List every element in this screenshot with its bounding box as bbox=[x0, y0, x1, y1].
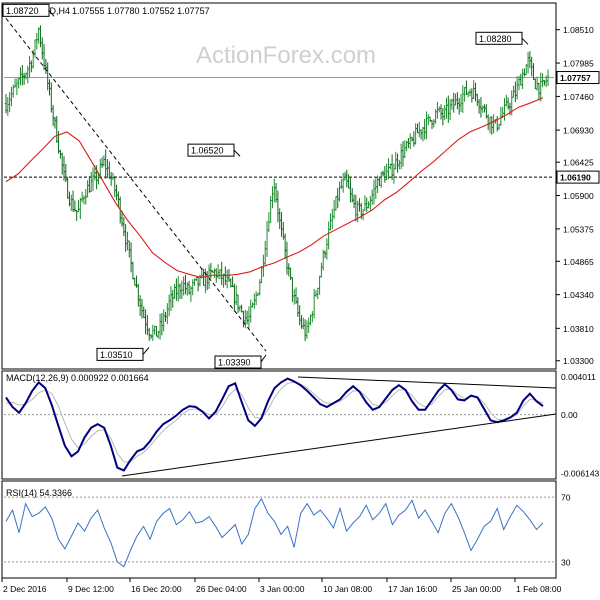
macd-lines bbox=[5, 377, 544, 472]
price-panel bbox=[1, 2, 557, 370]
annotation-label: 1.06520 bbox=[191, 146, 224, 156]
rsi-series-line bbox=[5, 497, 544, 568]
price-tick-label: 1.05900 bbox=[563, 191, 594, 201]
macd-resistance-trendline bbox=[297, 376, 557, 389]
tag-label: 1.06190 bbox=[560, 173, 591, 183]
x-tick-label: 25 Jan 00:00 bbox=[452, 584, 501, 594]
downtrend-line bbox=[5, 18, 267, 352]
x-axis: 2 Dec 2016 9 Dec 12:00 16 Dec 20:00 26 Dec … bbox=[1, 578, 562, 594]
x-tick-label: 26 Dec 04:00 bbox=[196, 584, 247, 594]
annotation-leader bbox=[521, 37, 529, 45]
macd-line bbox=[5, 377, 544, 472]
macd-support-trendline bbox=[121, 413, 557, 477]
rsi-tick-label: 70 bbox=[561, 493, 571, 503]
annotation-box bbox=[96, 347, 144, 361]
rsi-line bbox=[5, 497, 544, 568]
price-tick-label: 1.06425 bbox=[563, 158, 594, 168]
price-axis: 1.08510 1.07985 1.07460 1.06930 1.06425 1.059… bbox=[556, 25, 594, 366]
price-tick-label: 1.08510 bbox=[563, 25, 594, 35]
x-tick-label: 16 Dec 20:00 bbox=[131, 584, 182, 594]
annotation-label: 1.03510 bbox=[100, 350, 133, 360]
price-tick-label: 1.07460 bbox=[563, 92, 594, 102]
macd-panel bbox=[1, 370, 557, 480]
macd-tick-label: 0.004011 bbox=[561, 372, 596, 382]
price-annotation: 1.03510 bbox=[96, 347, 150, 361]
annotation-box bbox=[475, 31, 523, 45]
x-tick-label: 17 Jan 16:00 bbox=[388, 584, 437, 594]
price-annotation: 1.06520 bbox=[187, 143, 241, 157]
price-tick-label: 1.03810 bbox=[563, 324, 594, 334]
price-annotation: 1.08720 bbox=[2, 3, 55, 17]
macd-tick-label: -0.006143 bbox=[561, 468, 600, 478]
watermark: ActionForex.com bbox=[196, 42, 376, 69]
price-bar bbox=[546, 69, 550, 87]
x-tick-label: 10 Jan 08:00 bbox=[323, 584, 372, 594]
rsi-tick-label: 30 bbox=[561, 557, 571, 567]
macd-axis: 0.004011 0.00 -0.006143 bbox=[4, 372, 600, 478]
price-tick-label: 1.05375 bbox=[563, 224, 594, 234]
price-tick-label: 1.04865 bbox=[563, 257, 594, 267]
ohlc-header: 1.07555 1.07780 1.07552 1.07757 bbox=[72, 6, 210, 16]
x-tick-label: 9 Dec 12:00 bbox=[68, 584, 114, 594]
annotation-box bbox=[214, 355, 262, 369]
x-tick-label: 3 Jan 00:00 bbox=[260, 584, 305, 594]
price-tick-label: 1.04340 bbox=[563, 290, 594, 300]
tag-label: 1.07757 bbox=[560, 73, 591, 83]
macd-tick-label: 0.00 bbox=[561, 410, 578, 420]
rsi-axis: 70 30 bbox=[4, 493, 571, 567]
tag-box bbox=[556, 71, 600, 85]
macd-trendlines bbox=[121, 376, 557, 477]
annotation-label: 1.03390 bbox=[218, 358, 251, 368]
sma-line bbox=[5, 97, 544, 279]
price-bars bbox=[4, 25, 550, 342]
support-level-tag: 1.06190 bbox=[556, 170, 600, 184]
price-tick-label: 1.03300 bbox=[563, 356, 594, 366]
macd-title: MACD(12,26,9) 0.000922 0.001664 bbox=[6, 373, 149, 383]
price-levels bbox=[4, 77, 554, 178]
annotation-box bbox=[187, 143, 235, 157]
annotation-label: 1.08280 bbox=[479, 34, 512, 44]
annotation-leader bbox=[142, 347, 150, 355]
annotation-leader bbox=[233, 149, 241, 157]
rsi-title: RSI(14) 54.3366 bbox=[6, 488, 72, 498]
annotation-leader bbox=[48, 10, 55, 17]
annotation-label: 1.08720 bbox=[6, 6, 39, 16]
tag-box bbox=[556, 170, 600, 184]
x-tick-label: 2 Dec 2016 bbox=[3, 584, 47, 594]
trendlines bbox=[5, 18, 267, 352]
price-tick-label: 1.06930 bbox=[563, 126, 594, 136]
price-tick-label: 1.07985 bbox=[563, 59, 594, 69]
price-annotation: 1.08280 bbox=[475, 31, 529, 45]
signal-line bbox=[5, 381, 544, 463]
annotation-leader bbox=[260, 354, 267, 363]
price-tags: 1.07757 1.06190 bbox=[556, 71, 600, 184]
price-annotation: 1.03390 bbox=[214, 354, 267, 369]
moving-average bbox=[5, 97, 544, 279]
annotation-box bbox=[2, 3, 50, 17]
current-price-tag: 1.07757 bbox=[556, 71, 600, 85]
price-annotations: 1.08720 1.06520 1.08280 1.03510 1.03390 bbox=[2, 3, 529, 369]
x-tick-label: 1 Feb 08:00 bbox=[516, 584, 562, 594]
